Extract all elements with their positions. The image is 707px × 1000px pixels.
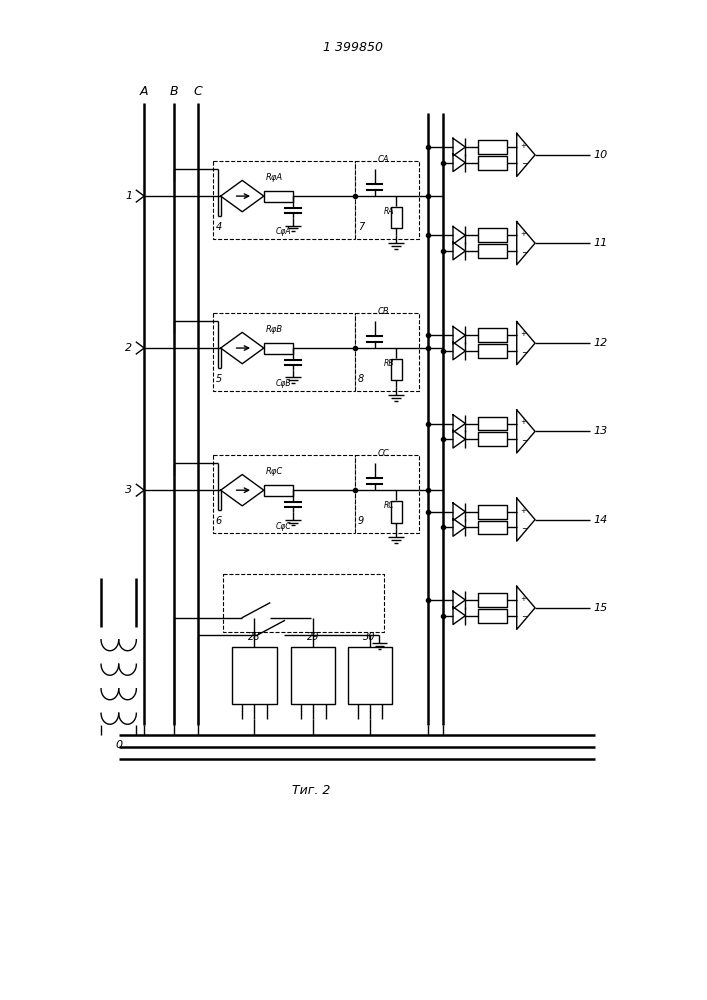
Text: −: −: [520, 524, 527, 533]
Text: A: A: [140, 85, 148, 98]
Bar: [477, 521, 507, 534]
Bar: [477, 609, 507, 623]
Text: CφС: CφС: [276, 522, 291, 531]
Text: −: −: [520, 348, 527, 357]
Text: 13: 13: [593, 426, 607, 436]
Text: 4: 4: [216, 222, 222, 232]
Text: +: +: [520, 419, 527, 425]
Text: 11: 11: [593, 238, 607, 248]
Text: +: +: [520, 508, 527, 514]
Bar: [477, 156, 507, 170]
Text: B: B: [169, 85, 178, 98]
Bar: [233, 647, 276, 704]
Text: 7: 7: [358, 222, 364, 232]
Bar: [477, 244, 507, 258]
Text: 8: 8: [358, 374, 364, 384]
Text: 9: 9: [358, 516, 364, 526]
Bar: [477, 228, 507, 242]
Text: +: +: [520, 143, 527, 149]
Text: 28: 28: [247, 632, 260, 642]
Bar: [213, 313, 355, 391]
Text: RС: RС: [384, 501, 395, 510]
Bar: [355, 161, 419, 239]
Text: RφС: RφС: [266, 467, 283, 476]
Text: RφВ: RφВ: [266, 325, 283, 334]
Text: C: C: [194, 85, 202, 98]
Bar: [391, 359, 402, 380]
Text: CС: CС: [378, 449, 390, 458]
Bar: [391, 501, 402, 523]
Text: 6: 6: [216, 516, 222, 526]
Bar: [477, 344, 507, 358]
Text: 0: 0: [115, 740, 122, 750]
Text: CВ: CВ: [378, 307, 389, 316]
Text: −: −: [520, 612, 527, 621]
Text: 10: 10: [593, 150, 607, 160]
Text: −: −: [520, 248, 527, 257]
Text: 14: 14: [593, 515, 607, 525]
Bar: [264, 343, 293, 354]
Bar: [291, 647, 335, 704]
Bar: [477, 505, 507, 519]
Bar: [213, 161, 355, 239]
Bar: [213, 455, 355, 533]
Text: 5: 5: [216, 374, 222, 384]
Text: RВ: RВ: [384, 359, 395, 368]
Text: +: +: [520, 231, 527, 237]
Text: 12: 12: [593, 338, 607, 348]
Bar: [355, 455, 419, 533]
Bar: [477, 140, 507, 154]
Bar: [348, 647, 392, 704]
Text: Τиг. 2: Τиг. 2: [292, 784, 330, 797]
Bar: [264, 191, 293, 202]
Text: CА: CА: [378, 155, 389, 164]
Bar: [477, 328, 507, 342]
Text: 15: 15: [593, 603, 607, 613]
Text: 1: 1: [125, 191, 132, 201]
Bar: [355, 313, 419, 391]
Text: CφВ: CφВ: [276, 379, 291, 388]
Bar: [477, 432, 507, 446]
Bar: [391, 207, 402, 228]
Text: +: +: [520, 596, 527, 602]
Bar: [223, 574, 385, 632]
Text: 29: 29: [307, 632, 319, 642]
Text: 30: 30: [363, 632, 376, 642]
Bar: [264, 485, 293, 496]
Text: 2: 2: [125, 343, 132, 353]
Bar: [477, 593, 507, 607]
Text: −: −: [520, 159, 527, 168]
Text: RφА: RφА: [266, 173, 283, 182]
Bar: [477, 417, 507, 430]
Text: 1 399850: 1 399850: [323, 41, 383, 54]
Text: RА: RА: [384, 207, 395, 216]
Text: +: +: [520, 331, 527, 337]
Text: CφА: CφА: [276, 227, 291, 236]
Text: 3: 3: [125, 485, 132, 495]
Text: −: −: [520, 436, 527, 445]
